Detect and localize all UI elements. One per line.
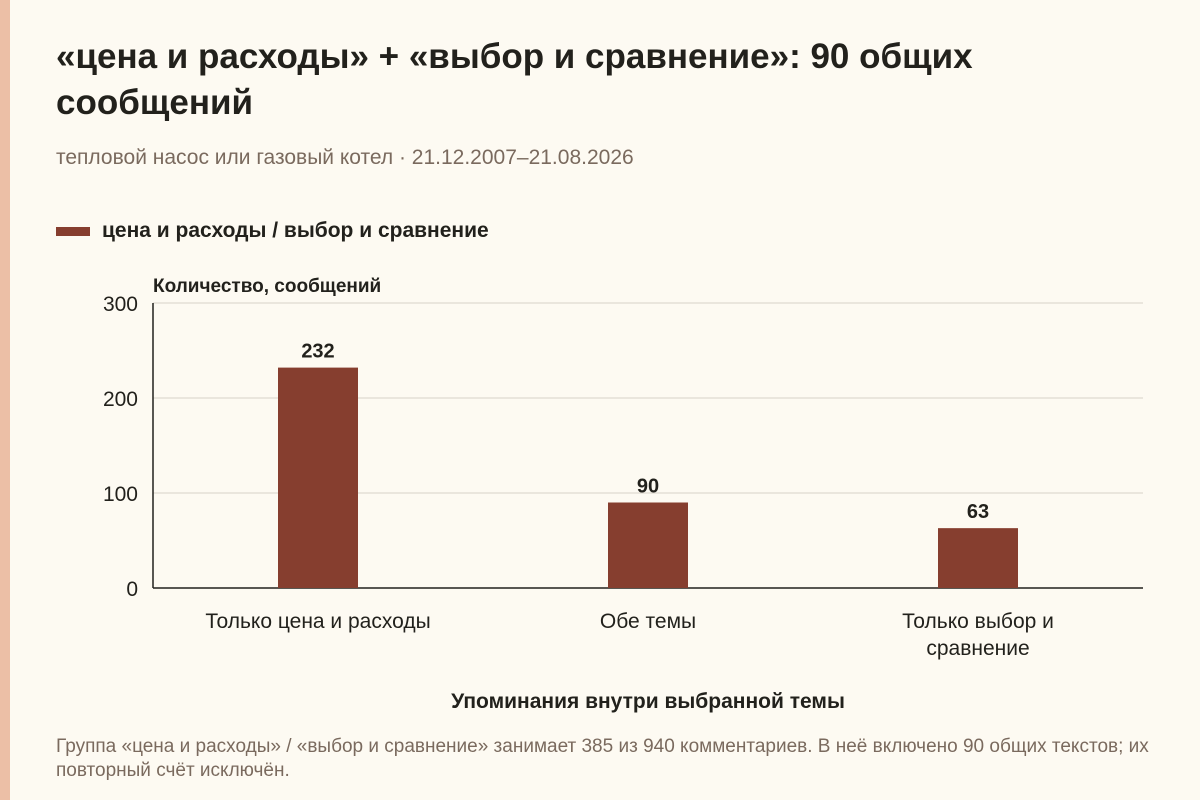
x-tick-label: Обе темы xyxy=(600,610,696,633)
x-tick-label: Только цена и расходы xyxy=(205,610,430,633)
y-axis-title: Количество, сообщений xyxy=(153,276,381,297)
chart-subtitle: тепловой насос или газовый котел · 21.12… xyxy=(56,146,634,169)
y-tick-label: 0 xyxy=(126,578,138,601)
bar xyxy=(938,528,1018,588)
bar-value-label: 232 xyxy=(301,341,334,363)
accent-bar xyxy=(0,0,10,800)
bar xyxy=(278,367,358,588)
x-tick-label: сравнение xyxy=(926,637,1029,660)
chart-title: «цена и расходы» + «выбор и сравнение»: … xyxy=(56,37,973,122)
bar-value-label: 90 xyxy=(637,476,659,498)
bar-value-label: 63 xyxy=(967,501,989,523)
legend-swatch xyxy=(56,226,90,236)
legend: цена и расходы / выбор и сравнение xyxy=(56,219,489,243)
bar-chart: 0 100 200 300 Количество, сообщений 232 Только… xyxy=(103,276,1143,713)
y-tick-label: 200 xyxy=(103,388,138,411)
legend-label: цена и расходы / выбор и сравнение xyxy=(102,219,489,242)
footnote: Группа «цена и расходы» / «выбор и сравн… xyxy=(56,736,1149,781)
bar xyxy=(608,502,688,588)
x-tick-label: Только выбор и xyxy=(902,610,1054,633)
y-tick-label: 300 xyxy=(103,293,138,316)
x-axis-title: Упоминания внутри выбранной темы xyxy=(451,690,845,713)
y-tick-label: 100 xyxy=(103,483,138,506)
